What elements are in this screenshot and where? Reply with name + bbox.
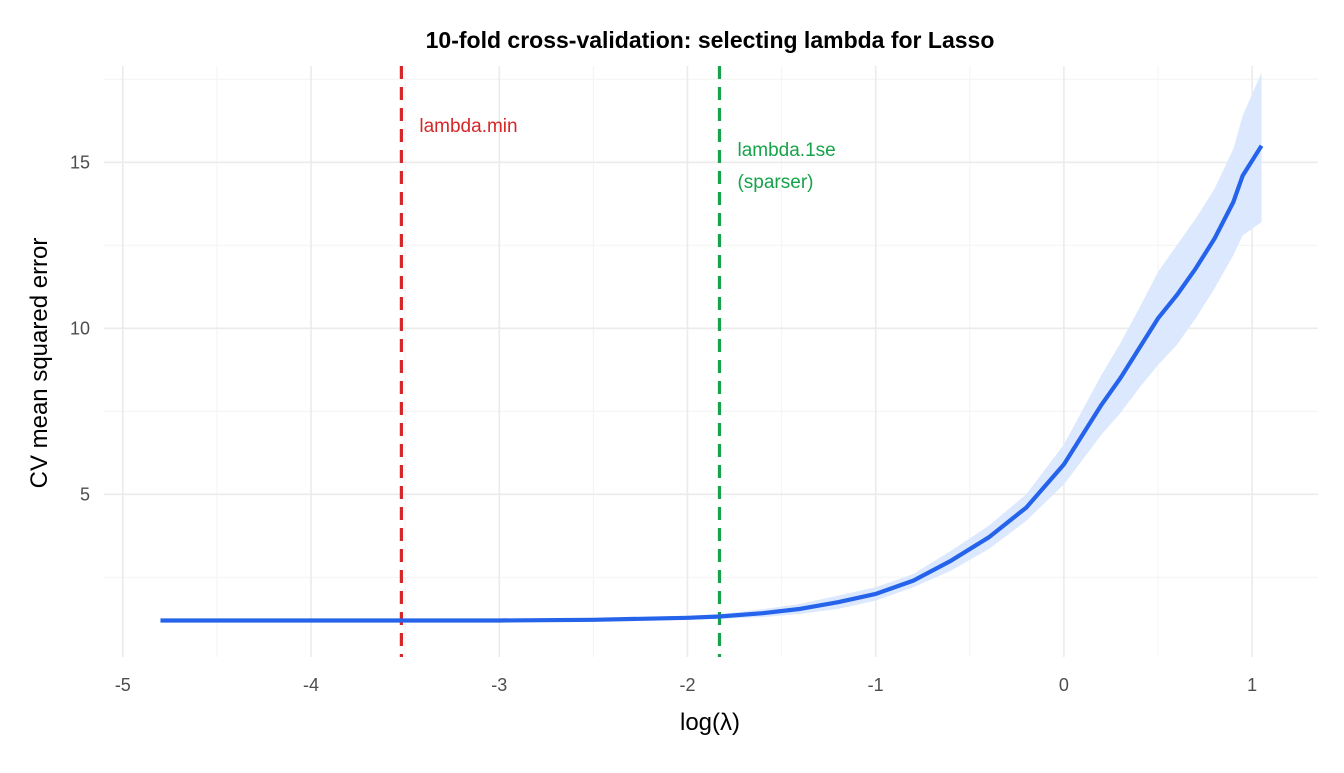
x-tick-label: -5 — [115, 675, 131, 695]
y-tick-label: 15 — [70, 152, 90, 172]
y-tick-label: 5 — [80, 484, 90, 504]
y-tick-label: 10 — [70, 318, 90, 338]
x-tick-label: -1 — [868, 675, 884, 695]
x-tick-label: 1 — [1247, 675, 1257, 695]
x-tick-label: -4 — [303, 675, 319, 695]
x-tick-label: -3 — [491, 675, 507, 695]
line-layer — [160, 144, 1264, 623]
chart-title: 10-fold cross-validation: selecting lamb… — [426, 27, 995, 53]
ribbon-layer — [160, 72, 1262, 623]
x-tick-label: -2 — [679, 675, 695, 695]
x-axis-title: log(λ) — [680, 709, 740, 736]
grid-layer — [104, 66, 1318, 657]
cv-error-ribbon — [160, 72, 1262, 623]
cv-mse-line — [160, 144, 1264, 623]
lambda-1se-label: lambda.1se — [737, 140, 835, 161]
annot-layer: lambda.min lambda.1se (sparser) — [419, 116, 835, 193]
vline-layer — [399, 66, 722, 657]
lambda-1se-label: (sparser) — [737, 172, 813, 193]
y-axis-title: CV mean squared error — [26, 238, 53, 489]
x-tick-label: 0 — [1059, 675, 1069, 695]
lambda-min-label: lambda.min — [419, 116, 517, 137]
